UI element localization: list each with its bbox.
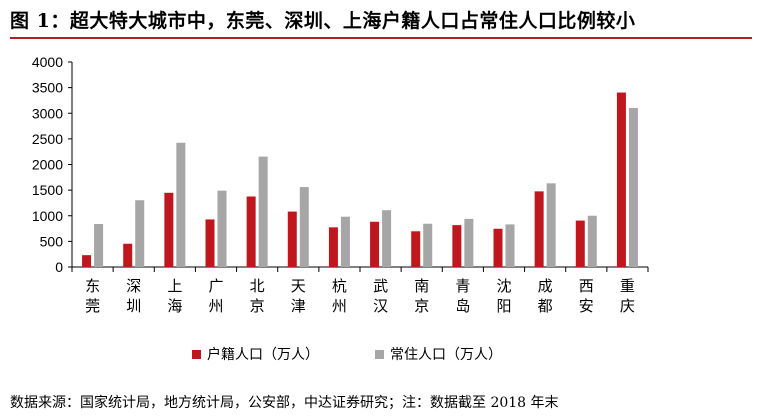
x-tick-label: 南 bbox=[414, 277, 429, 295]
y-tick-label: 3500 bbox=[32, 80, 63, 96]
bar-series1 bbox=[287, 211, 297, 267]
chart-legend: 户籍人口（万人） 常住人口（万人） bbox=[0, 344, 762, 366]
legend-swatch-series2 bbox=[375, 349, 384, 359]
legend-item-series1: 户籍人口（万人） bbox=[192, 344, 319, 364]
x-tick-label: 深 bbox=[126, 277, 141, 295]
y-tick-label: 500 bbox=[40, 233, 64, 249]
bar-series1 bbox=[493, 228, 503, 267]
x-tick-label: 东 bbox=[85, 277, 100, 295]
x-tick-label: 天 bbox=[291, 277, 306, 295]
y-tick-label: 4000 bbox=[32, 54, 63, 70]
bar-series2 bbox=[505, 224, 515, 267]
bar-series1 bbox=[616, 92, 626, 267]
x-tick-label: 庆 bbox=[620, 297, 635, 315]
x-tick-label: 成 bbox=[538, 277, 553, 295]
bar-series2 bbox=[258, 156, 268, 267]
y-tick-label: 1500 bbox=[32, 182, 63, 198]
x-tick-label: 阳 bbox=[496, 297, 511, 315]
y-tick-label: 1000 bbox=[32, 208, 63, 224]
bar-series2 bbox=[176, 142, 186, 267]
bar-series2 bbox=[340, 216, 350, 267]
bar-series1 bbox=[164, 192, 174, 267]
x-tick-label: 海 bbox=[167, 297, 182, 315]
bar-series1 bbox=[328, 227, 338, 267]
x-tick-label: 莞 bbox=[85, 297, 100, 315]
bar-series1 bbox=[82, 255, 92, 267]
x-tick-label: 州 bbox=[208, 297, 223, 315]
x-tick-label: 上 bbox=[167, 277, 182, 295]
x-tick-label: 都 bbox=[538, 297, 553, 315]
bar-series2 bbox=[217, 190, 227, 267]
bar-series1 bbox=[534, 191, 544, 267]
bar-series2 bbox=[628, 108, 638, 268]
bar-chart: 05001000150020002500300035004000东莞深圳上海广州… bbox=[32, 54, 649, 315]
bar-series2 bbox=[423, 223, 433, 267]
x-tick-label: 圳 bbox=[126, 297, 141, 315]
x-tick-label: 州 bbox=[332, 297, 347, 315]
legend-label-series2: 常住人口（万人） bbox=[390, 347, 502, 363]
bar-series2 bbox=[464, 218, 474, 267]
bar-series1 bbox=[452, 225, 462, 267]
x-tick-label: 京 bbox=[250, 297, 265, 315]
x-tick-label: 青 bbox=[455, 277, 470, 295]
source-note: 数据来源：国家统计局，地方统计局，公安部，中达证券研究；注：数据截至 2018 … bbox=[10, 395, 559, 411]
bar-series2 bbox=[135, 200, 145, 267]
bar-series1 bbox=[370, 221, 380, 267]
bar-series1 bbox=[246, 196, 256, 267]
x-tick-label: 沈 bbox=[496, 277, 511, 295]
x-tick-label: 广 bbox=[208, 277, 223, 295]
x-tick-label: 岛 bbox=[455, 297, 470, 315]
x-tick-label: 杭 bbox=[332, 277, 347, 295]
y-tick-label: 2000 bbox=[32, 157, 63, 173]
x-tick-label: 京 bbox=[414, 297, 429, 315]
bar-series2 bbox=[546, 183, 556, 267]
y-tick-label: 3000 bbox=[32, 105, 63, 121]
legend-label-series1: 户籍人口（万人） bbox=[207, 347, 319, 363]
bar-series2 bbox=[299, 187, 309, 267]
bar-series1 bbox=[575, 220, 585, 267]
x-tick-label: 西 bbox=[579, 277, 594, 295]
bar-series2 bbox=[94, 224, 104, 267]
bar-series1 bbox=[205, 219, 215, 267]
x-tick-label: 重 bbox=[620, 277, 635, 295]
x-tick-label: 安 bbox=[579, 297, 594, 315]
bar-series1 bbox=[411, 231, 421, 267]
y-tick-label: 0 bbox=[55, 259, 63, 275]
x-tick-label: 北 bbox=[250, 277, 265, 295]
title-rule bbox=[10, 37, 752, 39]
bar-series1 bbox=[123, 243, 133, 267]
bar-series2 bbox=[587, 215, 597, 267]
x-tick-label: 津 bbox=[291, 297, 306, 315]
chart-title: 图 1：超大特大城市中，东莞、深圳、上海户籍人口占常住人口比例较小 bbox=[10, 10, 636, 32]
legend-swatch-series1 bbox=[192, 349, 201, 359]
bar-series2 bbox=[382, 210, 392, 267]
x-tick-label: 武 bbox=[373, 277, 388, 295]
y-tick-label: 2500 bbox=[32, 131, 63, 147]
legend-item-series2: 常住人口（万人） bbox=[375, 344, 502, 364]
x-tick-label: 汉 bbox=[373, 297, 388, 315]
